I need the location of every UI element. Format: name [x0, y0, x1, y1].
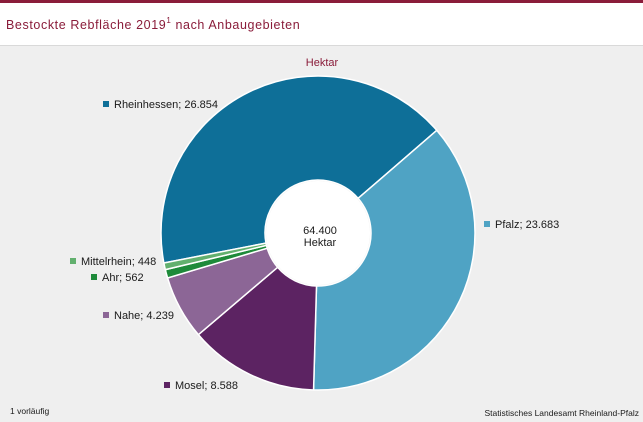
- legend-swatch-mittelrhein: [70, 258, 76, 264]
- legend-swatch-nahe: [103, 312, 109, 318]
- legend-swatch-ahr: [91, 274, 97, 280]
- slice-mittelrhein: [163, 242, 268, 271]
- label-nahe: Nahe; 4.239: [103, 310, 174, 322]
- title-bar: Bestockte Rebfläche 20191 nach Anbaugebi…: [0, 3, 643, 46]
- legend-swatch-mosel: [164, 382, 170, 388]
- legend-swatch-rheinhessen: [103, 101, 109, 107]
- donut-hole: [266, 181, 370, 285]
- center-total-value: 64.400: [303, 225, 337, 237]
- slice-rheinhessen: [160, 75, 438, 264]
- center-total-unit: Hektar: [303, 237, 337, 249]
- slice-pfalz: [312, 129, 476, 391]
- source-note: Statistisches Landesamt Rheinland-Pfalz: [484, 408, 640, 418]
- slice-mosel: [197, 266, 318, 391]
- footnote-mark: 1: [166, 16, 172, 25]
- label-ahr: Ahr; 562: [91, 272, 144, 284]
- legend-swatch-pfalz: [484, 221, 490, 227]
- label-pfalz: Pfalz; 23.683: [484, 219, 559, 231]
- label-rheinhessen: Rheinhessen; 26.854: [103, 99, 218, 111]
- label-mosel: Mosel; 8.588: [164, 380, 238, 392]
- footnote: 1 vorläufig: [10, 406, 50, 416]
- label-mittelrhein: Mittelrhein; 448: [70, 256, 156, 268]
- top-rule: [0, 0, 643, 3]
- chart-title: Bestockte Rebfläche 20191 nach Anbaugebi…: [6, 16, 301, 33]
- chart-subtitle: Hektar: [305, 57, 339, 69]
